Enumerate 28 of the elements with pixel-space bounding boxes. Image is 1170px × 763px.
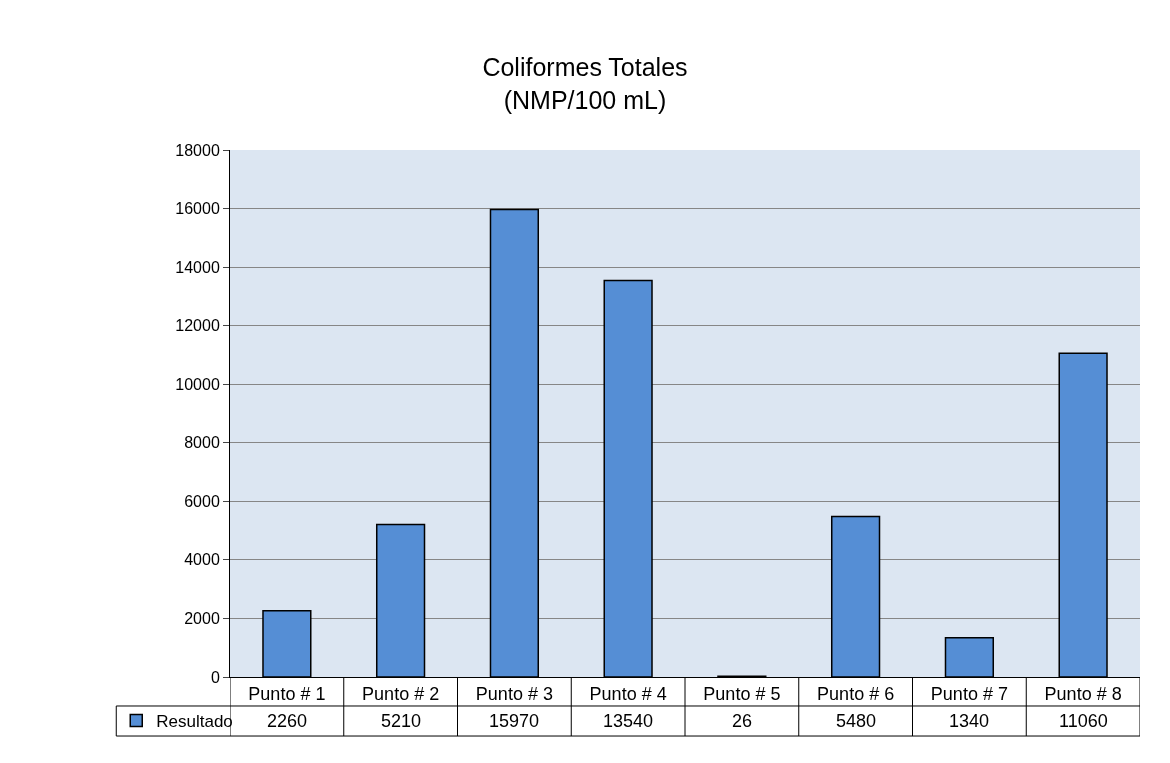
y-tick-label: 16000: [175, 200, 220, 218]
y-tick-label: 8000: [184, 434, 220, 452]
x-tick-label: Punto # 8: [1044, 683, 1122, 704]
x-tick-label: Punto # 5: [703, 683, 781, 704]
x-tick-label: Punto # 4: [589, 683, 667, 704]
y-tick-label: 14000: [175, 258, 220, 276]
x-tick-label: Punto # 1: [248, 683, 326, 704]
data-label: 15970: [489, 711, 540, 731]
data-label: 26: [732, 711, 753, 731]
data-label: 5480: [836, 711, 877, 731]
data-label: 11060: [1059, 711, 1108, 731]
data-label: 2260: [267, 711, 308, 731]
x-tick-label: Punto # 6: [817, 683, 895, 704]
y-tick-label: 6000: [184, 492, 220, 510]
chart-title: Coliformes Totales (NMP/100 mL): [482, 53, 688, 114]
x-tick-label: Punto # 2: [362, 683, 440, 704]
x-tick-label: Punto # 3: [475, 683, 553, 704]
y-tick-label: 2000: [184, 610, 220, 628]
data-label: 1340: [949, 711, 990, 731]
y-tick-label: 0: [210, 668, 220, 686]
legend-label: Resultado: [156, 712, 233, 732]
y-tick-label: 10000: [175, 375, 220, 393]
y-tick-label: 4000: [184, 551, 220, 569]
y-tick-label: 12000: [175, 317, 220, 335]
x-tick-label: Punto # 7: [930, 683, 1008, 704]
data-label: 13540: [603, 711, 654, 731]
data-label: 5210: [381, 711, 422, 731]
y-tick-label: 18000: [175, 141, 220, 159]
